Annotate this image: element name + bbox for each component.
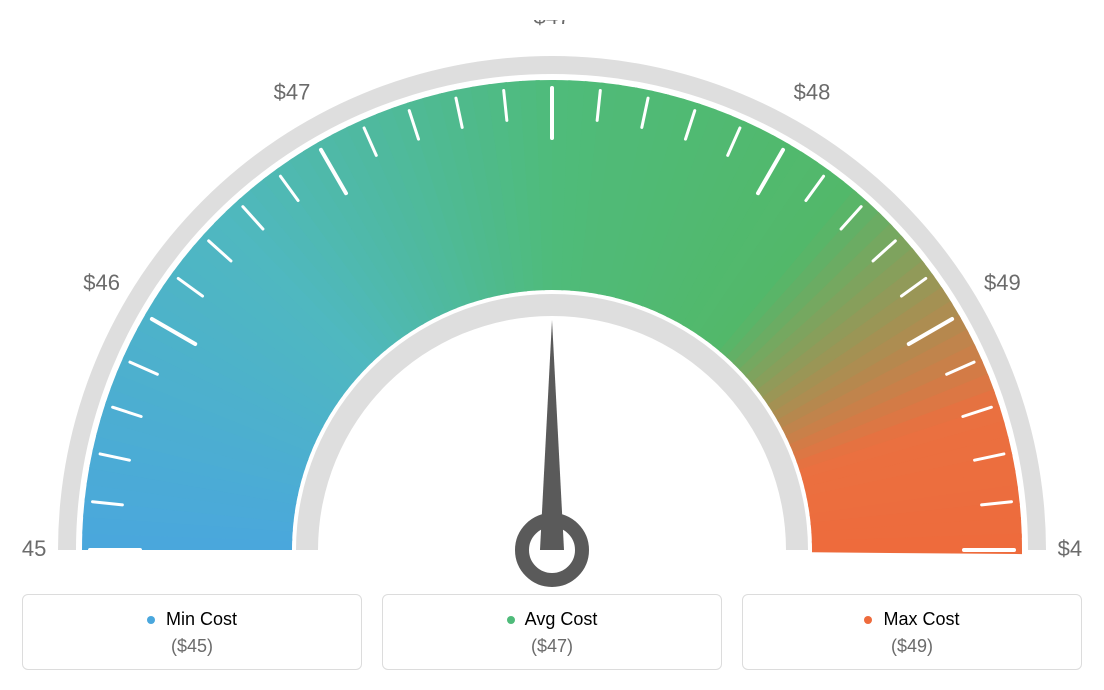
legend-title-avg: Avg Cost <box>383 609 721 630</box>
legend-row: Min Cost ($45) Avg Cost ($47) Max Cost (… <box>22 594 1082 670</box>
gauge-tick-label: $49 <box>1058 536 1082 561</box>
legend-card-avg: Avg Cost ($47) <box>382 594 722 670</box>
gauge-tick-label: $46 <box>83 270 120 295</box>
gauge-svg: $45 $46 $47 $47 $48 $49 $49 <box>22 20 1082 590</box>
gauge-tick-label: $47 <box>274 80 311 105</box>
legend-value-avg: ($47) <box>383 636 721 657</box>
dot-max <box>864 616 872 624</box>
cost-gauge: $45 $46 $47 $47 $48 $49 $49 <box>22 20 1082 580</box>
legend-label-max: Max Cost <box>883 609 959 629</box>
dot-avg <box>507 616 515 624</box>
legend-label-min: Min Cost <box>166 609 237 629</box>
legend-label-avg: Avg Cost <box>525 609 598 629</box>
gauge-tick-label: $47 <box>534 20 571 29</box>
legend-value-min: ($45) <box>23 636 361 657</box>
gauge-tick-label: $48 <box>794 80 831 105</box>
legend-card-max: Max Cost ($49) <box>742 594 1082 670</box>
gauge-tick-label: $49 <box>984 270 1021 295</box>
legend-title-min: Min Cost <box>23 609 361 630</box>
legend-title-max: Max Cost <box>743 609 1081 630</box>
legend-card-min: Min Cost ($45) <box>22 594 362 670</box>
gauge-tick-label: $45 <box>22 536 46 561</box>
legend-value-max: ($49) <box>743 636 1081 657</box>
dot-min <box>147 616 155 624</box>
